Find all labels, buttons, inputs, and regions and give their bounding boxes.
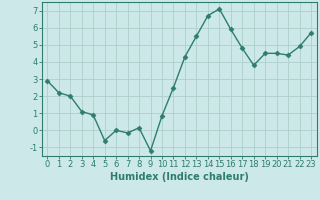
X-axis label: Humidex (Indice chaleur): Humidex (Indice chaleur): [110, 172, 249, 182]
